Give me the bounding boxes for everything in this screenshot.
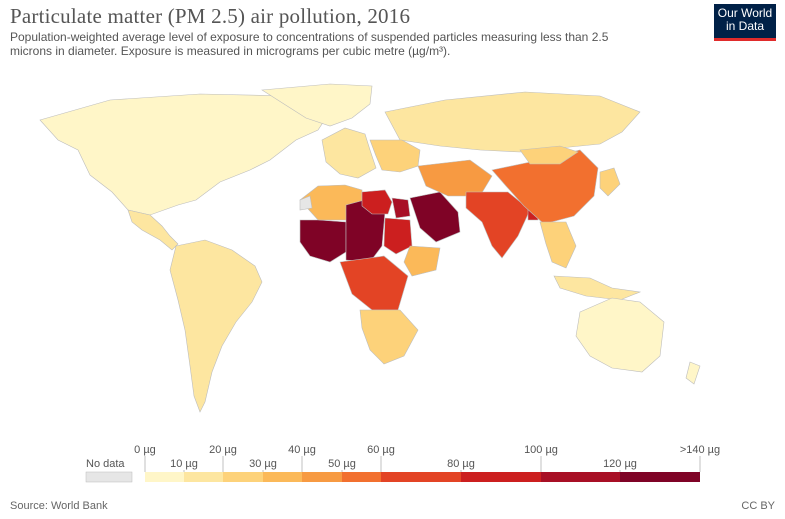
- legend-tick-label: 0 µg: [134, 444, 156, 456]
- region-libya[interactable]: [361, 189, 393, 215]
- legend-swatch[interactable]: [223, 472, 263, 482]
- legend-tick-label: 60 µg: [367, 444, 395, 456]
- legend-tick-label: >140 µg: [680, 444, 720, 456]
- legend-swatch[interactable]: [342, 472, 381, 482]
- region-central-africa[interactable]: [339, 255, 409, 311]
- legend-swatch[interactable]: [381, 472, 461, 482]
- region-north-america[interactable]: [39, 93, 331, 216]
- region-horn-of-africa[interactable]: [403, 245, 441, 277]
- legend-tick-label: 40 µg: [288, 444, 316, 456]
- legend-no-data-swatch: [85, 471, 133, 483]
- legend-swatch[interactable]: [184, 472, 223, 482]
- region-japan-korea[interactable]: [599, 167, 621, 197]
- region-indonesia[interactable]: [553, 275, 642, 301]
- region-arabian-peninsula[interactable]: [409, 191, 461, 243]
- region-pakistan-india[interactable]: [465, 191, 531, 259]
- world-map: [39, 83, 701, 413]
- region-central-america[interactable]: [127, 209, 179, 251]
- chart-title: Particulate matter (PM 2.5) air pollutio…: [10, 4, 411, 28]
- region-new-zealand[interactable]: [685, 361, 701, 385]
- region-south-america[interactable]: [169, 239, 263, 413]
- region-russia[interactable]: [384, 91, 641, 153]
- region-western-sahara[interactable]: [299, 195, 313, 211]
- legend-swatch[interactable]: [302, 472, 342, 482]
- license-link[interactable]: CC BY: [741, 500, 775, 512]
- region-sahel-west-africa[interactable]: [299, 219, 347, 263]
- region-egypt[interactable]: [391, 197, 411, 219]
- legend-tick-label: 10 µg: [170, 458, 198, 470]
- legend-bins: 0 µg 10 µg 20 µg 30 µg 40 µg 50 µg 60 µg 80 µg 1…: [134, 444, 720, 482]
- logo-line-1: Our World: [717, 6, 773, 20]
- region-southern-africa[interactable]: [359, 309, 419, 365]
- legend-swatch[interactable]: [145, 472, 184, 482]
- region-iran-central-asia[interactable]: [417, 159, 493, 197]
- legend-swatch[interactable]: [461, 472, 541, 482]
- source-note: Source: World Bank: [10, 500, 108, 512]
- legend-no-data-label: No data: [86, 458, 125, 470]
- owid-logo[interactable]: Our World in Data: [714, 4, 776, 41]
- legend-swatch[interactable]: [263, 472, 302, 482]
- legend-swatch[interactable]: [620, 472, 700, 482]
- legend-tick-label: 20 µg: [209, 444, 237, 456]
- logo-line-2: in Data: [725, 19, 765, 33]
- region-sudan[interactable]: [383, 217, 413, 255]
- legend-tick-label: 50 µg: [328, 458, 356, 470]
- region-western-europe[interactable]: [321, 127, 377, 179]
- region-greenland[interactable]: [261, 83, 373, 127]
- chart-subtitle: Population-weighted average level of exp…: [10, 30, 609, 58]
- legend-tick-label: 100 µg: [524, 444, 558, 456]
- legend-tick-label: 80 µg: [447, 458, 475, 470]
- color-legend: No data 0 µg 10 µg 20 µg 30 µg 40 µg 50 µg 60 …: [85, 444, 720, 483]
- legend-swatch[interactable]: [541, 472, 620, 482]
- legend-tick-label: 30 µg: [249, 458, 277, 470]
- region-southeast-asia[interactable]: [539, 221, 577, 269]
- region-australia[interactable]: [575, 297, 665, 373]
- region-mongolia[interactable]: [519, 145, 579, 165]
- region-eastern-europe[interactable]: [369, 139, 421, 173]
- legend-tick-label: 120 µg: [603, 458, 637, 470]
